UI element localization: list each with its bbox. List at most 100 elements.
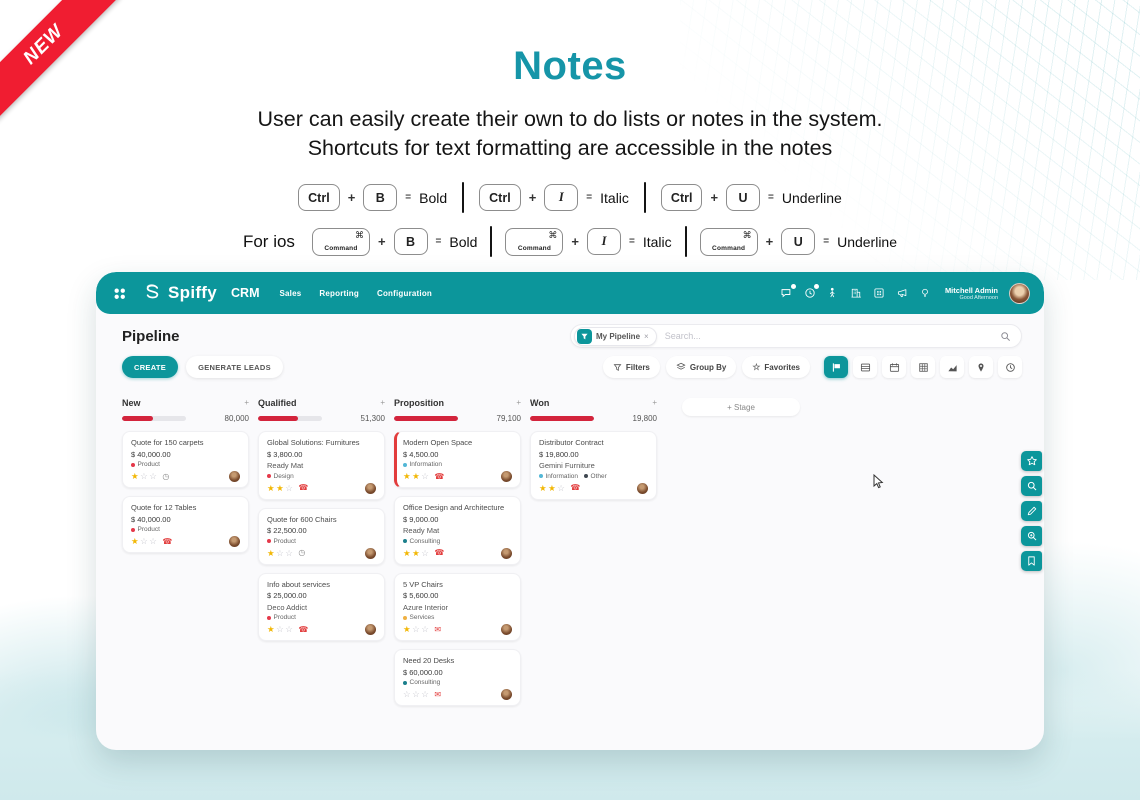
view-map-button[interactable] — [969, 356, 993, 378]
priority-stars[interactable]: ★ ☆ ☆ — [267, 624, 293, 635]
add-stage-button[interactable]: + Stage — [682, 398, 800, 416]
kanban-column-new: New + 80,000 Quote for 150 carpets $ 40,… — [122, 398, 249, 561]
chat-icon[interactable] — [780, 284, 796, 299]
column-quick-add-icon[interactable]: + — [652, 398, 657, 407]
search-icon[interactable] — [1021, 476, 1042, 496]
favorite-star-icon[interactable] — [1021, 451, 1042, 471]
activity-clock-icon[interactable] — [804, 284, 819, 299]
activity-icon[interactable]: ☎ — [434, 471, 445, 481]
kanban-card[interactable]: 5 VP Chairs $ 5,600.00 Azure Interior Se… — [394, 572, 521, 641]
column-progressbar[interactable] — [394, 416, 458, 421]
salesperson-avatar[interactable] — [637, 482, 648, 494]
view-pivot-button[interactable] — [911, 356, 935, 378]
view-list-button[interactable] — [853, 356, 877, 378]
edit-pencil-icon[interactable] — [1021, 501, 1042, 521]
view-kanban-button[interactable] — [824, 356, 848, 378]
kanban-card[interactable]: Info about services $ 25,000.00 Deco Add… — [258, 572, 385, 641]
bookmark-icon[interactable] — [1021, 551, 1042, 571]
column-progressbar[interactable] — [122, 416, 186, 421]
megaphone-icon[interactable] — [896, 287, 909, 299]
tag-dot — [267, 615, 271, 620]
view-graph-button[interactable] — [940, 356, 964, 378]
card-partner: Ready Mat — [403, 526, 440, 535]
activity-icon[interactable]: ☎ — [298, 624, 309, 634]
zoom-in-icon[interactable] — [1021, 526, 1042, 546]
kanban-card[interactable]: Office Design and Architecture $ 9,000.0… — [394, 496, 521, 565]
priority-stars[interactable]: ★ ☆ ☆ — [131, 471, 157, 482]
salesperson-avatar[interactable] — [365, 482, 376, 494]
user-menu[interactable]: Mitchell Admin Good Afternoon — [945, 286, 998, 301]
activity-icon[interactable]: ☎ — [162, 536, 173, 546]
kanban-card[interactable]: Modern Open Space $ 4,500.00 Information… — [394, 431, 521, 488]
menu-configuration[interactable]: Configuration — [376, 288, 433, 298]
column-title[interactable]: Won — [530, 398, 550, 408]
kanban-card[interactable]: Quote for 600 Chairs $ 22,500.00 Product… — [258, 507, 385, 565]
activity-icon[interactable]: ☎ — [298, 483, 309, 492]
apps-box-icon[interactable] — [873, 287, 885, 299]
filter-chip-my-pipeline[interactable]: My Pipeline × — [574, 326, 657, 346]
lightbulb-icon[interactable] — [920, 287, 930, 299]
kanban-card[interactable]: Quote for 12 Tables $ 40,000.00 Product … — [122, 496, 249, 553]
priority-stars[interactable]: ★ ★ ☆ — [403, 471, 429, 482]
activity-icon[interactable]: ◷ — [162, 471, 170, 481]
brand-logo[interactable]: Spiffy — [139, 282, 217, 305]
filters-button[interactable]: Filters — [602, 356, 660, 378]
activity-icon[interactable]: ◷ — [298, 548, 306, 557]
activity-icon[interactable]: ✉ — [434, 624, 442, 634]
user-avatar[interactable] — [1009, 282, 1030, 304]
column-quick-add-icon[interactable]: + — [516, 398, 521, 407]
activity-icon[interactable]: ☎ — [434, 548, 445, 557]
breadcrumb-pipeline[interactable]: Pipeline — [122, 327, 180, 345]
chip-remove-icon[interactable]: × — [644, 331, 649, 341]
salesperson-avatar[interactable] — [501, 547, 512, 559]
salesperson-avatar[interactable] — [365, 624, 376, 635]
u-keycap: U — [726, 184, 761, 211]
create-button[interactable]: CREATE — [122, 356, 179, 378]
priority-stars[interactable]: ★ ☆ ☆ — [403, 624, 429, 635]
favorites-button[interactable]: ☆ Favorites — [742, 356, 810, 378]
search-input[interactable] — [656, 331, 1000, 341]
priority-stars[interactable]: ★ ★ ☆ — [403, 547, 429, 558]
activity-icon[interactable]: ✉ — [434, 689, 442, 699]
salesperson-avatar[interactable] — [501, 624, 512, 635]
kanban-card[interactable]: Distributor Contract $ 19,800.00 Gemini … — [530, 431, 657, 500]
equals-sign: = — [823, 236, 830, 247]
module-name[interactable]: CRM — [231, 286, 260, 300]
apps-grid-icon[interactable] — [112, 286, 127, 301]
column-progressbar[interactable] — [258, 416, 322, 421]
column-quick-add-icon[interactable]: + — [380, 398, 385, 407]
kanban-card[interactable]: Need 20 Desks $ 60,000.00 Consulting ☆ ☆ ☆… — [394, 649, 521, 706]
priority-stars[interactable]: ★ ★ ☆ — [267, 482, 293, 493]
hero-subtitle-line2: Shortcuts for text formatting are access… — [307, 136, 833, 160]
company-building-icon[interactable] — [850, 287, 862, 299]
priority-stars[interactable]: ★ ☆ ☆ — [267, 547, 293, 558]
presence-icon[interactable] — [827, 287, 839, 299]
kanban-card[interactable]: Quote for 150 carpets $ 40,000.00 Produc… — [122, 431, 249, 488]
search-icon[interactable] — [1000, 331, 1011, 342]
tag-dot — [403, 539, 407, 543]
column-title[interactable]: Qualified — [258, 398, 297, 408]
equals-sign: = — [586, 192, 593, 203]
view-calendar-button[interactable] — [882, 356, 906, 378]
priority-stars[interactable]: ☆ ☆ ☆ — [403, 689, 429, 700]
generate-leads-button[interactable]: GENERATE LEADS — [186, 356, 283, 378]
menu-reporting[interactable]: Reporting — [319, 288, 359, 298]
salesperson-avatar[interactable] — [229, 471, 240, 482]
u-keycap: U — [781, 228, 816, 255]
column-amount: 80,000 — [224, 414, 249, 423]
menu-sales[interactable]: Sales — [279, 288, 302, 298]
priority-stars[interactable]: ★ ★ ☆ — [539, 482, 565, 493]
activity-icon[interactable]: ☎ — [570, 483, 581, 492]
salesperson-avatar[interactable] — [229, 536, 240, 547]
salesperson-avatar[interactable] — [501, 471, 512, 482]
column-progressbar[interactable] — [530, 416, 594, 421]
group-by-button[interactable]: Group By — [665, 356, 737, 378]
salesperson-avatar[interactable] — [501, 689, 512, 700]
priority-stars[interactable]: ★ ☆ ☆ — [131, 536, 157, 547]
column-title[interactable]: New — [122, 398, 141, 408]
column-quick-add-icon[interactable]: + — [244, 398, 249, 407]
salesperson-avatar[interactable] — [365, 547, 376, 559]
view-activity-button[interactable] — [998, 356, 1022, 378]
column-title[interactable]: Proposition — [394, 398, 444, 408]
kanban-card[interactable]: Global Solutions: Furnitures $ 3,800.00 … — [258, 431, 385, 500]
